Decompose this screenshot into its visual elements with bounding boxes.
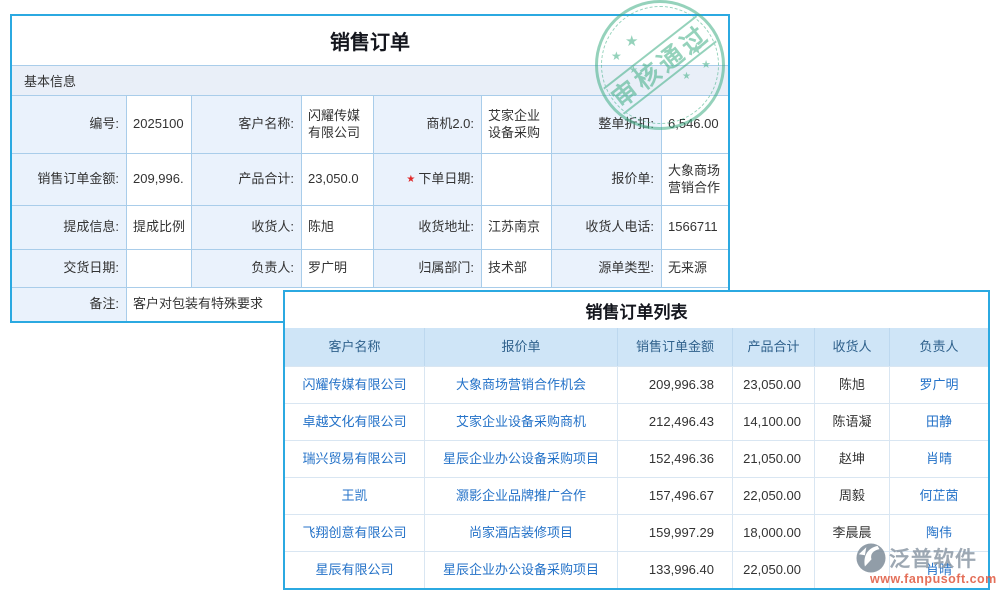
owner-cell[interactable]: 何芷茵	[919, 488, 959, 503]
form-label: 报价单:	[552, 154, 662, 206]
form-field[interactable]: 大象商场营销合作	[662, 154, 728, 206]
table-row: 瑞兴贸易有限公司 星辰企业办公设备采购项目 152,496.36 21,050.00 赵…	[285, 440, 988, 477]
quote-cell[interactable]: 星辰企业办公设备采购项目	[425, 552, 618, 588]
form-field[interactable]: 2025100	[127, 96, 192, 154]
customer-cell[interactable]: 卓越文化有限公司	[285, 404, 425, 440]
form-label: 源单类型:	[552, 250, 662, 288]
product-total-cell: 14,100.00	[733, 404, 815, 440]
table-header-row: 客户名称 报价单 销售订单金额 产品合计 收货人 负责人	[285, 328, 988, 366]
sales-order-list-panel: 销售订单列表 客户名称 报价单 销售订单金额 产品合计 收货人 负责人 闪耀传媒有限公司大…	[283, 290, 990, 590]
fanpu-logo-icon	[856, 543, 886, 573]
form-field[interactable]: 无来源	[662, 250, 728, 288]
form-field[interactable]	[482, 154, 552, 206]
amount-cell: 209,996.38	[618, 367, 733, 403]
form-label: 产品合计:	[192, 154, 302, 206]
owner-cell[interactable]: 罗广明	[919, 377, 959, 392]
form-row: 销售订单金额: 209,996. 产品合计: 23,050.0 ★ 下单日期: 报价单: 大象…	[12, 154, 728, 206]
table-row: 闪耀传媒有限公司 大象商场营销合作机会 209,996.38 23,050.00 陈旭 罗…	[285, 366, 988, 403]
form-field[interactable]: 提成比例	[127, 206, 192, 250]
column-header[interactable]: 报价单	[425, 328, 618, 366]
form-grid: 编号: 2025100 客户名称: 闪耀传媒有限公司 商机2.0: 艾家企业设备采购 整单折…	[12, 96, 728, 288]
customer-cell[interactable]: 王凯	[285, 478, 425, 514]
form-label: 商机2.0:	[374, 96, 482, 154]
amount-cell: 159,997.29	[618, 515, 733, 551]
quote-cell[interactable]: 艾家企业设备采购商机	[425, 404, 618, 440]
customer-cell[interactable]: 瑞兴贸易有限公司	[285, 441, 425, 477]
form-field[interactable]: 技术部	[482, 250, 552, 288]
form-field[interactable]: 闪耀传媒有限公司	[302, 96, 374, 154]
receiver-cell: 周毅	[815, 478, 890, 514]
receiver-cell: 李晨晨	[815, 515, 890, 551]
receiver-cell: 赵坤	[815, 441, 890, 477]
form-label: 销售订单金额:	[12, 154, 127, 206]
form-label: 编号:	[12, 96, 127, 154]
receiver-cell: 陈语凝	[815, 404, 890, 440]
amount-cell: 157,496.67	[618, 478, 733, 514]
form-label: 归属部门:	[374, 250, 482, 288]
quote-cell[interactable]: 尚家酒店装修项目	[425, 515, 618, 551]
form-field[interactable]	[127, 250, 192, 288]
amount-cell: 212,496.43	[618, 404, 733, 440]
product-total-cell: 23,050.00	[733, 367, 815, 403]
form-field[interactable]: 江苏南京	[482, 206, 552, 250]
form-title: 销售订单	[330, 32, 410, 54]
form-label: 负责人:	[192, 250, 302, 288]
form-field[interactable]: 23,050.0	[302, 154, 374, 206]
table-title: 销售订单列表	[585, 302, 688, 322]
column-header[interactable]: 产品合计	[733, 328, 815, 366]
owner-cell[interactable]: 田静	[925, 414, 952, 429]
column-header[interactable]: 负责人	[919, 339, 959, 354]
form-row: 交货日期: 负责人: 罗广明 归属部门: 技术部 源单类型: 无来源	[12, 250, 728, 288]
owner-cell[interactable]: 陶伟	[925, 525, 952, 540]
quote-cell[interactable]: 大象商场营销合作机会	[425, 367, 618, 403]
form-label-remark: 备注:	[12, 288, 127, 321]
amount-cell: 152,496.36	[618, 441, 733, 477]
receiver-cell: 陈旭	[815, 367, 890, 403]
customer-cell[interactable]: 飞翔创意有限公司	[285, 515, 425, 551]
form-label: 整单折扣:	[552, 96, 662, 154]
sales-order-form-panel: 销售订单 基本信息 编号: 2025100 客户名称: 闪耀传媒有限公司 商机2.0: 艾…	[10, 14, 730, 323]
form-label: 收货地址:	[374, 206, 482, 250]
customer-cell[interactable]: 星辰有限公司	[285, 552, 425, 588]
product-total-cell: 18,000.00	[733, 515, 815, 551]
owner-cell[interactable]: 肖晴	[925, 451, 952, 466]
section-header-basic-info: 基本信息	[12, 65, 728, 96]
table-body: 闪耀传媒有限公司 大象商场营销合作机会 209,996.38 23,050.00 陈旭 罗…	[285, 366, 988, 588]
form-label: 提成信息:	[12, 206, 127, 250]
form-label: 交货日期:	[12, 250, 127, 288]
form-label: ★ 下单日期:	[374, 154, 482, 206]
form-field[interactable]: 艾家企业设备采购	[482, 96, 552, 154]
form-row: 编号: 2025100 客户名称: 闪耀传媒有限公司 商机2.0: 艾家企业设备采购 整单折…	[12, 96, 728, 154]
product-total-cell: 21,050.00	[733, 441, 815, 477]
owner-cell[interactable]: 肖晴	[925, 562, 952, 577]
column-header[interactable]: 销售订单金额	[618, 328, 733, 366]
watermark-url: www.fanpusoft.com	[870, 572, 997, 586]
product-total-cell: 22,050.00	[733, 478, 815, 514]
vendor-watermark: 泛普软件 www.fanpusoft.com	[856, 543, 997, 586]
column-header[interactable]: 收货人	[815, 328, 890, 366]
form-label: 收货人:	[192, 206, 302, 250]
table-row: 卓越文化有限公司 艾家企业设备采购商机 212,496.43 14,100.00 陈语凝…	[285, 403, 988, 440]
form-field[interactable]: 罗广明	[302, 250, 374, 288]
customer-cell[interactable]: 闪耀传媒有限公司	[285, 367, 425, 403]
quote-cell[interactable]: 灏影企业品牌推广合作	[425, 478, 618, 514]
form-field[interactable]: 陈旭	[302, 206, 374, 250]
form-row: 提成信息: 提成比例 收货人: 陈旭 收货地址: 江苏南京 收货人电话: 1566711	[12, 206, 728, 250]
receiver-cell	[815, 552, 890, 588]
product-total-cell: 22,050.00	[733, 552, 815, 588]
column-header[interactable]: 客户名称	[285, 328, 425, 366]
form-field[interactable]: 209,996.	[127, 154, 192, 206]
table-row: 王凯 灏影企业品牌推广合作 157,496.67 22,050.00 周毅 何芷茵	[285, 477, 988, 514]
form-label: 客户名称:	[192, 96, 302, 154]
form-field[interactable]: 1566711	[662, 206, 728, 250]
quote-cell[interactable]: 星辰企业办公设备采购项目	[425, 441, 618, 477]
form-field[interactable]: 6,546.00	[662, 96, 728, 154]
form-label: 收货人电话:	[552, 206, 662, 250]
watermark-name: 泛普软件	[889, 548, 977, 571]
required-marker: ★	[406, 173, 416, 185]
amount-cell: 133,996.40	[618, 552, 733, 588]
